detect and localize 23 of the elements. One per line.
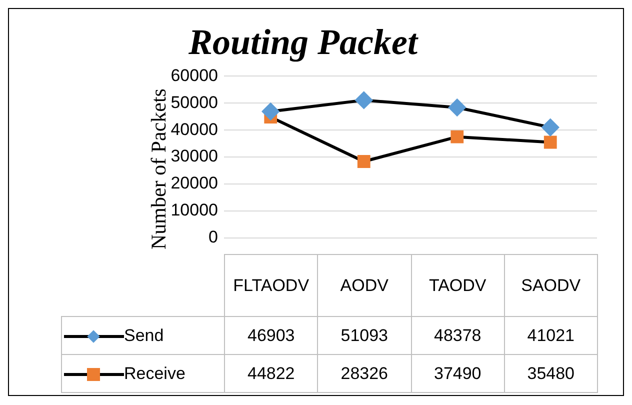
- y-tick-label: 40000: [170, 120, 218, 139]
- y-tick-label: 20000: [170, 174, 218, 193]
- x-tick-label: TAODV: [411, 254, 504, 316]
- y-tick-label: 60000: [170, 66, 218, 85]
- y-tick-label: 10000: [170, 200, 218, 220]
- y-tick-label: 0: [208, 227, 218, 246]
- x-tick-label: SAODV: [504, 254, 598, 316]
- data-label: 41021: [504, 316, 598, 354]
- legend-label: Send: [62, 316, 224, 354]
- x-tick-label: AODV: [318, 254, 411, 316]
- data-label: 44822: [224, 354, 318, 392]
- data-label: 51093: [318, 316, 411, 354]
- data-label: 35480: [504, 354, 598, 392]
- data-label: 37490: [411, 354, 504, 392]
- data-label: 46903: [224, 316, 318, 354]
- y-tick-label: 30000: [170, 146, 218, 166]
- data-label: 28326: [318, 354, 411, 392]
- x-tick-label: FLTAODV: [224, 254, 318, 316]
- y-axis-title: Number of Packets: [146, 88, 171, 250]
- chart-title: Routing Packet: [187, 22, 418, 62]
- legend-label: Receive: [62, 354, 224, 392]
- y-tick-label: 50000: [170, 92, 218, 112]
- data-label: 48378: [411, 316, 504, 354]
